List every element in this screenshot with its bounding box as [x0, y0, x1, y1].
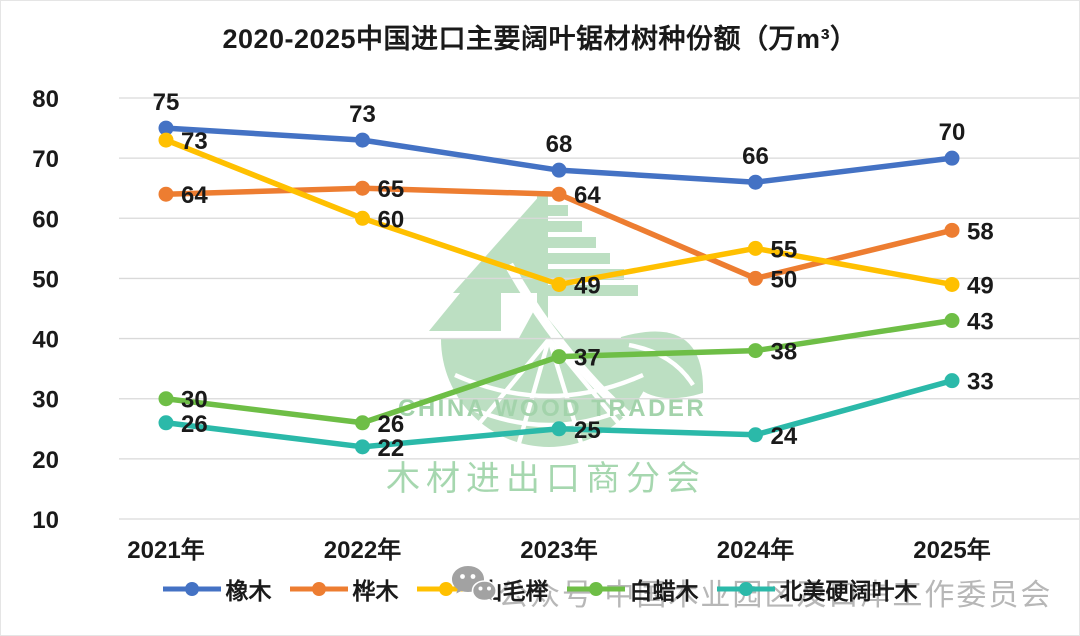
data-point-label: 73	[349, 101, 376, 128]
data-point-label: 25	[574, 417, 601, 444]
data-point	[748, 343, 763, 359]
data-point	[158, 120, 174, 136]
x-axis-tick-label: 2024年	[717, 536, 794, 564]
data-point-label: 49	[967, 272, 994, 299]
data-point	[748, 240, 763, 256]
watermark-line1: CHINA WOOD TRADER	[398, 395, 707, 422]
data-point-label: 64	[181, 182, 208, 209]
legend-item-3: 白蜡木	[566, 572, 699, 606]
series-line	[163, 317, 955, 426]
x-axis-labels: 2021年 2022年 2023年 2024年 2025年	[127, 536, 990, 564]
y-axis-tick-label: 30	[32, 387, 59, 414]
x-axis-tick-label: 2023年	[520, 536, 597, 564]
series-2: 73 60 49 55 49	[158, 128, 994, 299]
legend-item-0: 橡木	[162, 572, 272, 606]
legend-marker-icon	[716, 582, 775, 596]
data-point	[158, 186, 174, 202]
x-axis-tick-label: 2021年	[127, 536, 204, 564]
x-axis-tick-label: 2025年	[913, 536, 990, 564]
series-line	[163, 137, 955, 288]
data-point	[158, 391, 174, 407]
legend-item-1: 桦木	[289, 572, 399, 606]
data-point	[158, 132, 174, 148]
data-point	[355, 180, 370, 196]
data-point	[944, 373, 960, 389]
data-point	[748, 174, 763, 190]
logo-tree-stem	[537, 195, 548, 343]
data-point-label: 58	[967, 218, 994, 245]
y-axis-tick-label: 70	[32, 146, 59, 173]
legend-label: 白蜡木	[629, 578, 699, 604]
gridlines	[119, 97, 1079, 520]
chart-legend: 橡木 桦木 山毛榉 白蜡木 北美硬阔叶木	[1, 571, 1079, 607]
data-point	[944, 276, 960, 292]
data-point-label: 66	[742, 143, 769, 170]
data-point	[748, 270, 763, 286]
data-point-label: 37	[574, 345, 601, 372]
data-point-label: 38	[771, 339, 798, 366]
data-point-label: 26	[181, 411, 208, 438]
data-point	[551, 421, 567, 437]
data-point-label: 60	[378, 206, 405, 233]
data-point	[551, 349, 567, 365]
y-axis-tick-label: 40	[32, 327, 59, 354]
legend-item-4: 北美硬阔叶木	[716, 572, 918, 606]
data-point	[944, 313, 960, 329]
data-point	[551, 162, 567, 178]
data-point-label: 73	[181, 128, 208, 155]
x-axis-tick-label: 2022年	[324, 536, 401, 564]
data-point	[355, 132, 370, 148]
wechat-icon	[452, 566, 498, 604]
data-point	[748, 427, 763, 443]
legend-label: 北美硬阔叶木	[779, 578, 918, 604]
china-wood-trader-logo tree-globe-icon	[429, 193, 704, 457]
data-point-label: 24	[771, 423, 798, 450]
logo-globe	[441, 339, 657, 447]
legend-marker-icon	[566, 582, 625, 596]
data-point	[355, 415, 370, 431]
center-watermark: CHINA WOOD TRADER 木材进出口商分会	[386, 189, 716, 499]
y-axis-tick-label: 50	[32, 266, 59, 293]
footer-watermark-text: 公众号 中国木业园区及口岸工作委员会	[498, 579, 1053, 612]
y-axis-tick-label: 10	[32, 507, 59, 534]
data-point-label: 30	[181, 387, 208, 414]
data-point-label: 75	[153, 89, 180, 116]
data-point	[355, 210, 370, 226]
legend-label: 桦木	[352, 578, 399, 604]
logo-tree-triangle-lower	[429, 243, 501, 331]
data-point-label: 49	[574, 272, 601, 299]
data-point	[551, 186, 567, 202]
data-point	[944, 222, 960, 238]
data-point	[551, 276, 567, 292]
data-point-label: 64	[574, 182, 601, 209]
data-point-label: 70	[939, 119, 966, 146]
data-point-label: 55	[771, 236, 798, 263]
data-point-label: 68	[546, 131, 573, 158]
y-axis-tick-label: 20	[32, 447, 59, 474]
legend-marker-icon	[162, 582, 221, 596]
y-axis-labels: 80 70 60 50 40 30 20 10	[32, 86, 59, 534]
chart-title: 2020-2025中国进口主要阔叶锯材树种份额（万m³）	[222, 24, 858, 54]
data-point-label: 22	[378, 435, 405, 462]
data-point	[355, 439, 370, 455]
data-point-label: 43	[967, 309, 994, 336]
data-point-label: 33	[967, 369, 994, 396]
data-point-label: 50	[771, 266, 798, 293]
y-axis-tick-label: 80	[32, 86, 59, 113]
y-axis-tick-label: 60	[32, 206, 59, 233]
data-point-label: 26	[378, 411, 405, 438]
legend-label: 橡木	[225, 578, 272, 604]
data-point	[158, 415, 174, 431]
legend-marker-icon	[289, 582, 348, 596]
data-point-label: 65	[378, 176, 405, 203]
watermark-line2: 木材进出口商分会	[386, 461, 706, 498]
data-point	[944, 150, 960, 166]
